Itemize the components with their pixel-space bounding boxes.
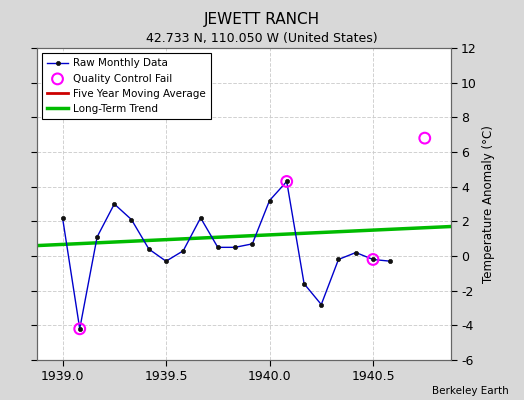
Raw Monthly Data xyxy=(111,202,117,206)
Raw Monthly Data xyxy=(232,245,238,250)
Text: 42.733 N, 110.050 W (United States): 42.733 N, 110.050 W (United States) xyxy=(146,32,378,45)
Raw Monthly Data xyxy=(266,198,272,203)
Legend: Raw Monthly Data, Quality Control Fail, Five Year Moving Average, Long-Term Tren: Raw Monthly Data, Quality Control Fail, … xyxy=(42,53,211,119)
Text: JEWETT RANCH: JEWETT RANCH xyxy=(204,12,320,27)
Text: Berkeley Earth: Berkeley Earth xyxy=(432,386,508,396)
Raw Monthly Data xyxy=(146,247,152,252)
Quality Control Fail xyxy=(282,178,291,185)
Raw Monthly Data xyxy=(353,250,359,255)
Raw Monthly Data xyxy=(335,257,342,262)
Raw Monthly Data xyxy=(215,245,221,250)
Raw Monthly Data xyxy=(283,179,290,184)
Raw Monthly Data xyxy=(59,216,66,220)
Line: Raw Monthly Data: Raw Monthly Data xyxy=(60,179,392,331)
Raw Monthly Data xyxy=(318,302,324,307)
Raw Monthly Data xyxy=(387,259,394,264)
Quality Control Fail xyxy=(421,135,429,141)
Y-axis label: Temperature Anomaly (°C): Temperature Anomaly (°C) xyxy=(483,125,496,283)
Raw Monthly Data xyxy=(128,217,135,222)
Raw Monthly Data xyxy=(301,281,307,286)
Raw Monthly Data xyxy=(163,259,169,264)
Raw Monthly Data xyxy=(77,326,83,331)
Raw Monthly Data xyxy=(370,257,376,262)
Raw Monthly Data xyxy=(249,242,256,246)
Quality Control Fail xyxy=(75,326,84,332)
Raw Monthly Data xyxy=(198,216,204,220)
Raw Monthly Data xyxy=(180,248,187,253)
Raw Monthly Data xyxy=(94,234,100,239)
Quality Control Fail xyxy=(369,256,377,263)
